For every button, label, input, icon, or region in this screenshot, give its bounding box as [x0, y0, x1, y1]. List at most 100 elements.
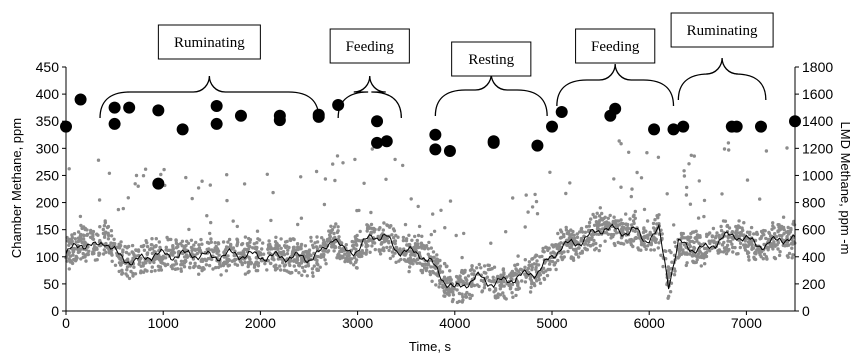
lmd-point	[735, 252, 739, 256]
lmd-point	[288, 238, 293, 243]
lmd-point	[327, 229, 331, 233]
chamber-point	[108, 117, 121, 130]
lmd-point	[701, 252, 705, 256]
lmd-point	[434, 283, 438, 287]
lmd-point	[493, 287, 498, 291]
lmd-point	[451, 297, 455, 302]
lmd-point	[189, 238, 194, 242]
lmd-point	[537, 277, 541, 282]
lmd-point	[127, 276, 132, 281]
lmd-point	[88, 235, 93, 239]
lmd-point	[703, 251, 708, 255]
lmd-point	[568, 245, 572, 250]
lmd-point	[340, 256, 345, 260]
chamber-point	[123, 101, 136, 114]
lmd-point	[174, 238, 178, 243]
lmd-point	[349, 261, 353, 265]
lmd-point	[156, 264, 161, 268]
lmd-point	[426, 247, 430, 251]
lmd-point	[603, 215, 607, 219]
lmd-point	[496, 274, 500, 279]
lmd-point	[378, 252, 383, 256]
lmd-point	[426, 259, 430, 263]
lmd-point	[734, 231, 738, 235]
lmd-point	[510, 291, 514, 295]
lmd-point	[235, 242, 239, 246]
lmd-point	[550, 259, 555, 264]
lmd-point	[96, 158, 101, 162]
lmd-point	[689, 153, 693, 157]
lmd-point	[260, 259, 264, 263]
lmd-point	[540, 254, 544, 259]
lmd-point	[157, 268, 161, 272]
lmd-point	[110, 253, 114, 257]
lmd-point	[267, 239, 271, 243]
lmd-point	[448, 269, 452, 273]
lmd-point	[565, 243, 569, 247]
lmd-point	[252, 265, 257, 269]
lmd-point	[773, 256, 778, 261]
lmd-point	[726, 247, 730, 252]
lmd-point	[664, 249, 668, 253]
lmd-point	[651, 221, 656, 226]
lmd-point	[354, 266, 359, 270]
lmd-point	[409, 258, 413, 262]
lmd-point	[669, 250, 673, 255]
lmd-point	[66, 251, 71, 255]
lmd-point	[144, 239, 148, 243]
lmd-point	[431, 265, 436, 269]
left-y-tick-label: 50	[43, 276, 59, 292]
lmd-point	[758, 197, 762, 201]
lmd-point	[685, 252, 689, 256]
lmd-point	[164, 248, 168, 252]
lmd-point	[112, 237, 116, 241]
lmd-point	[164, 245, 168, 249]
lmd-point	[150, 265, 154, 269]
lmd-point	[326, 249, 331, 253]
lmd-point	[544, 245, 548, 249]
lmd-point	[564, 228, 569, 232]
lmd-point	[510, 282, 515, 287]
lmd-point	[174, 241, 179, 245]
x-tick-label: 6000	[634, 315, 665, 331]
chamber-point	[176, 123, 189, 136]
chamber-point	[677, 120, 690, 133]
lmd-point	[730, 235, 734, 240]
lmd-point	[236, 251, 241, 255]
lmd-point	[159, 172, 163, 177]
lmd-point	[81, 255, 85, 259]
lmd-point	[419, 241, 424, 245]
lmd-point	[584, 247, 588, 252]
lmd-point	[526, 266, 531, 271]
lmd-point	[388, 245, 393, 249]
lmd-point	[686, 237, 690, 242]
lmd-point	[523, 280, 528, 284]
right-y-tick-label: 200	[802, 276, 826, 292]
lmd-point	[692, 154, 696, 158]
lmd-point	[303, 244, 308, 248]
lmd-point	[216, 265, 221, 270]
lmd-point	[92, 242, 97, 246]
lmd-point	[313, 241, 317, 245]
lmd-point	[258, 251, 263, 255]
lmd-point	[84, 253, 89, 257]
lmd-point	[315, 261, 319, 265]
lmd-point	[750, 243, 754, 247]
right-y-tick-label: 1400	[802, 113, 833, 129]
lmd-point	[305, 274, 309, 278]
lmd-point	[255, 260, 259, 264]
lmd-point	[427, 240, 431, 245]
lmd-point	[527, 260, 532, 264]
lmd-point	[681, 231, 685, 236]
lmd-point	[235, 224, 239, 229]
lmd-point	[556, 231, 560, 236]
lmd-point	[505, 275, 509, 279]
lmd-point	[611, 234, 615, 239]
lmd-point	[116, 207, 121, 212]
lmd-point	[424, 244, 429, 248]
lmd-point	[786, 225, 790, 230]
lmd-point	[791, 242, 795, 246]
lmd-point	[574, 247, 578, 251]
lmd-point	[151, 247, 155, 251]
